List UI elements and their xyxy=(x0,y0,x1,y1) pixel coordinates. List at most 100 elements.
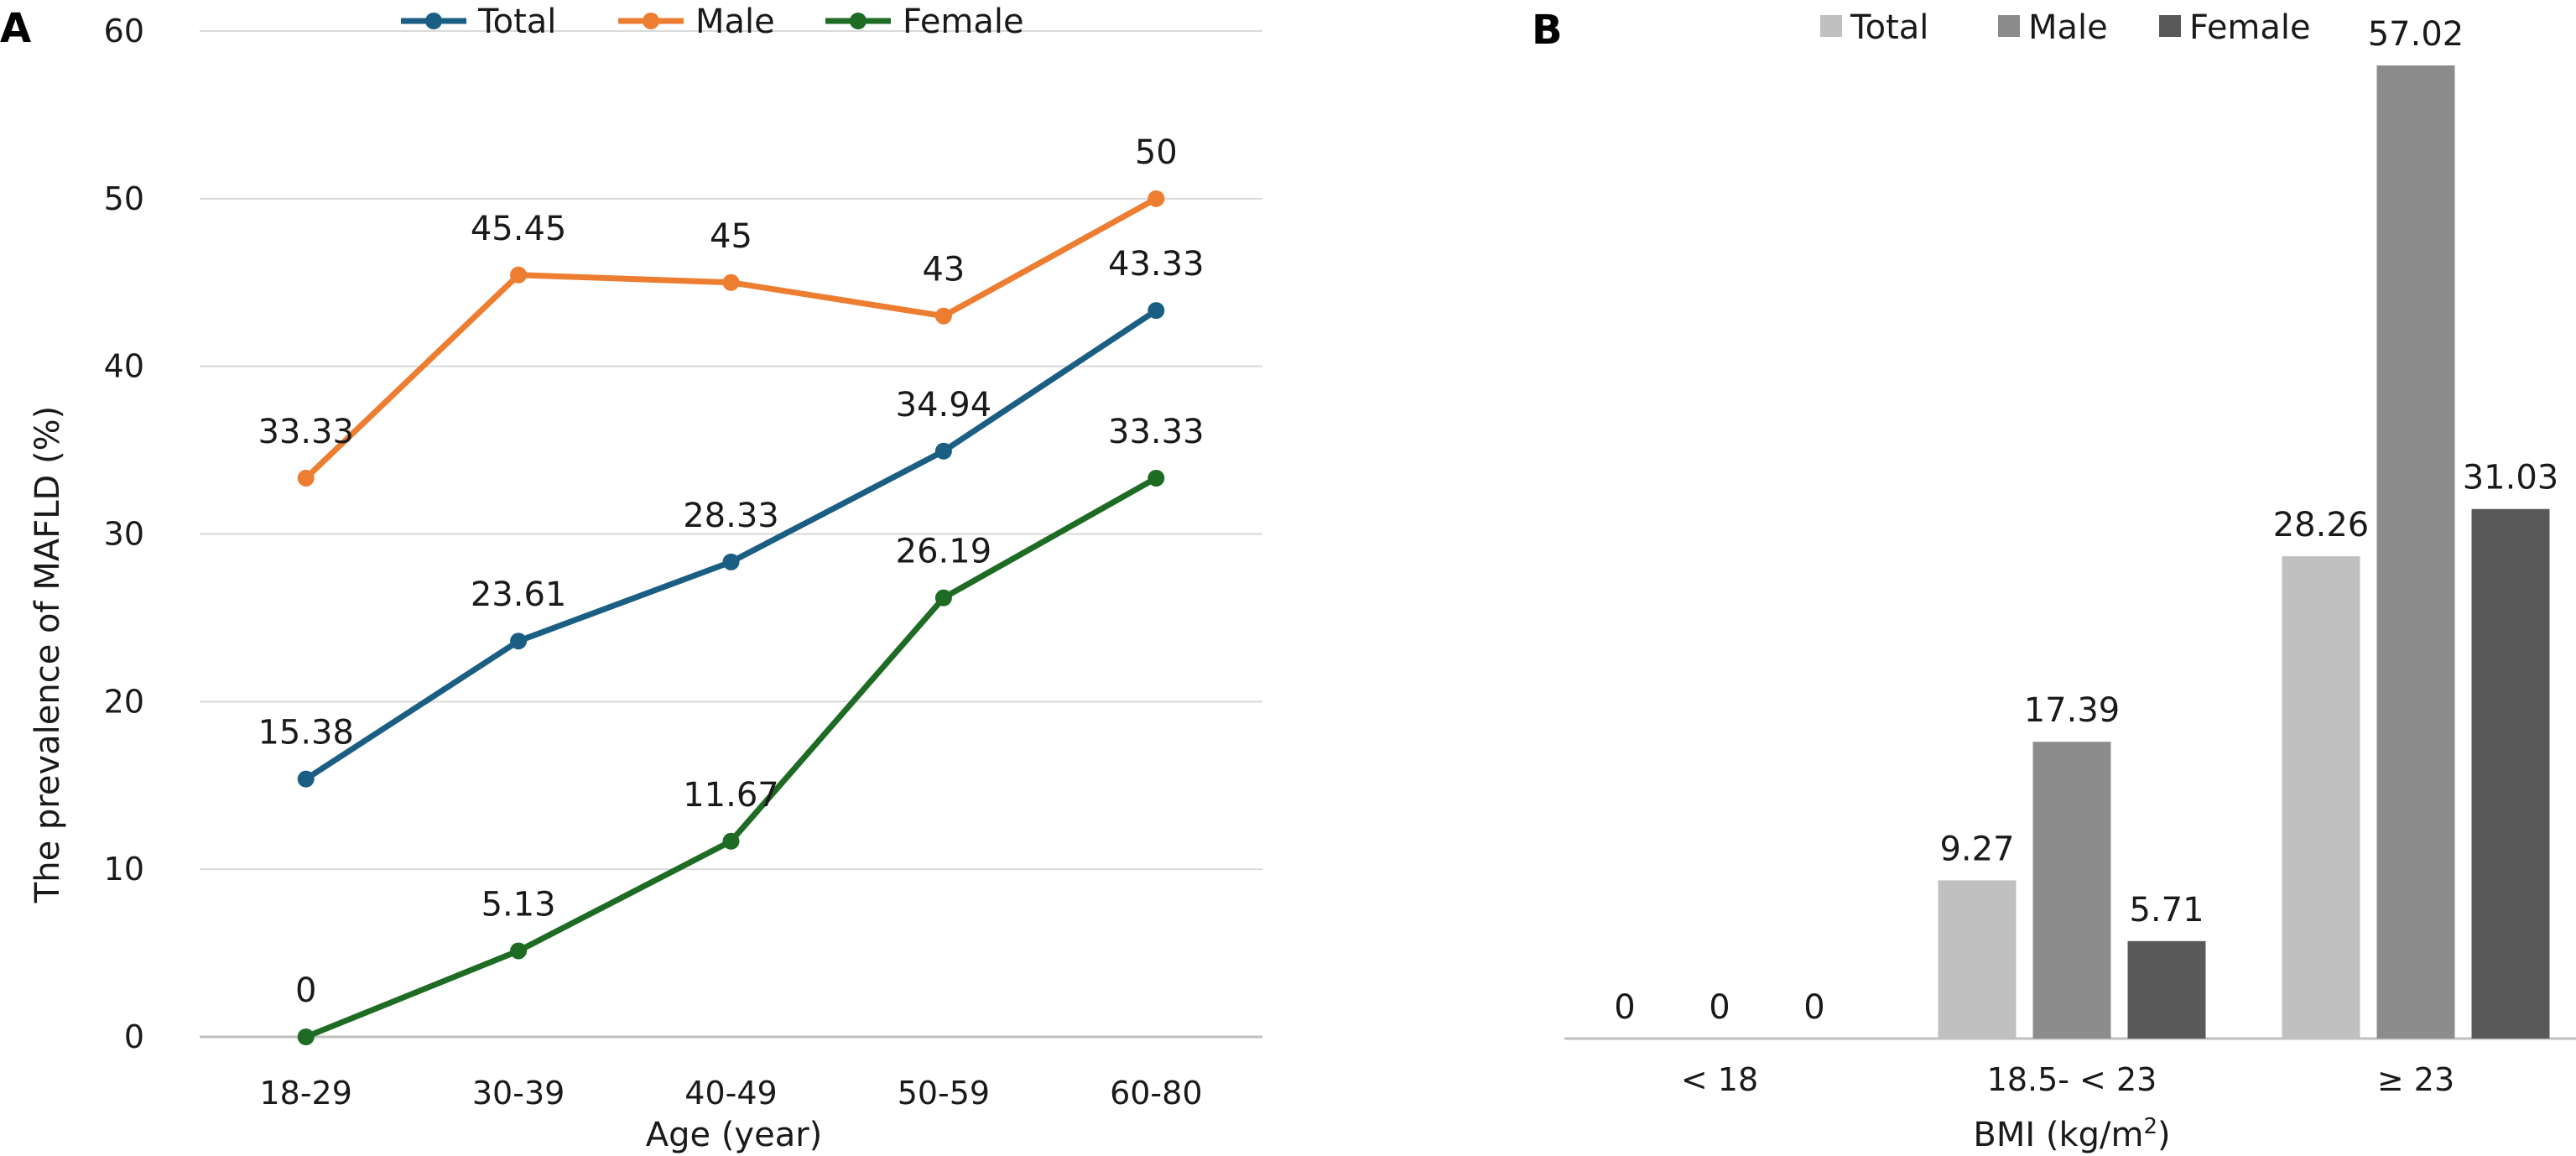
a-legend-label: Female xyxy=(903,3,1024,41)
b-data-label-female: 0 xyxy=(1803,988,1824,1027)
b-legend-item-total: Total xyxy=(1820,8,1928,47)
a-data-label-total: 43.33 xyxy=(1108,245,1205,284)
b-data-label-male: 17.39 xyxy=(2024,691,2121,730)
b-data-labels: 0 9.27 28.26 0 17.39 57.02 0 5.71 31.03 xyxy=(1614,15,2558,1027)
b-data-label-female: 5.71 xyxy=(2129,891,2204,929)
a-y-tick-labels: 0 10 20 30 40 50 60 xyxy=(104,13,144,1055)
panel-b-bar-chart: B 0 9.27 28.26 0 17.39 57.02 0 5.71 31.03 < 18 18… xyxy=(1532,7,2576,1154)
b-data-label-total: 28.26 xyxy=(2273,506,2370,544)
b-x-axis-title-end: ) xyxy=(2157,1116,2171,1154)
a-series-lines xyxy=(304,195,1158,1040)
a-point-male xyxy=(722,273,740,291)
b-data-label-male: 57.02 xyxy=(2368,15,2464,54)
a-data-labels: 15.38 23.61 28.33 34.94 43.33 33.33 45.45 45 43 5… xyxy=(258,133,1204,1010)
b-legend: Total Male Female xyxy=(1820,8,2311,47)
b-x-tick-label: ≥ 23 xyxy=(2377,1061,2454,1098)
a-y-tick-label: 10 xyxy=(104,851,144,888)
b-x-tick-label: 18.5- < 23 xyxy=(1987,1061,2157,1098)
a-x-tick-label: 30-39 xyxy=(472,1075,565,1112)
a-legend-marker xyxy=(425,13,442,29)
a-data-label-female: 0 xyxy=(295,971,316,1010)
a-gridlines xyxy=(200,30,1262,1039)
a-legend-marker xyxy=(850,13,866,29)
b-bar-female xyxy=(2127,940,2206,1039)
a-legend-item-female: Female xyxy=(825,3,1024,41)
a-legend-marker xyxy=(643,13,659,29)
a-data-label-male: 45.45 xyxy=(471,210,567,248)
b-legend-swatch xyxy=(1998,15,2020,37)
panel-a-line-chart: A 0 10 20 30 40 50 60 18-29 30-39 40-49 50-59 60-8… xyxy=(0,3,1262,1154)
a-x-tick-label: 18-29 xyxy=(259,1075,351,1112)
b-legend-label: Female xyxy=(2189,8,2311,47)
a-data-label-male: 50 xyxy=(1135,133,1178,172)
b-data-label-female: 31.03 xyxy=(2463,459,2559,497)
a-point-female xyxy=(510,942,528,960)
a-legend: Total Male Female xyxy=(401,3,1024,41)
a-x-tick-label: 40-49 xyxy=(684,1075,777,1112)
a-data-label-male: 33.33 xyxy=(258,413,354,451)
b-legend-label: Male xyxy=(2028,8,2108,47)
a-data-label-total: 23.61 xyxy=(471,575,567,614)
b-x-axis-title-main: BMI (kg/m xyxy=(1973,1116,2143,1154)
a-y-tick-label: 60 xyxy=(104,13,144,49)
a-data-label-total: 34.94 xyxy=(896,386,992,424)
b-x-axis-title-sup: 2 xyxy=(2143,1114,2157,1139)
a-data-label-total: 28.33 xyxy=(683,497,779,535)
a-legend-item-total: Total xyxy=(401,3,556,41)
b-x-tick-label: < 18 xyxy=(1681,1061,1758,1098)
a-data-label-male: 43 xyxy=(922,251,965,289)
a-point-total xyxy=(934,442,952,460)
a-y-tick-label: 40 xyxy=(104,348,144,385)
b-data-label-total: 9.27 xyxy=(1939,830,2014,868)
a-x-tick-label: 50-59 xyxy=(898,1075,990,1112)
b-bar-total xyxy=(2282,556,2360,1039)
a-data-label-total: 15.38 xyxy=(258,714,354,752)
b-legend-label: Total xyxy=(1850,8,1928,47)
a-point-male xyxy=(510,266,528,284)
a-point-female xyxy=(722,832,740,850)
a-x-axis-title: Age (year) xyxy=(646,1116,823,1154)
a-data-label-female: 26.19 xyxy=(896,533,992,571)
b-data-label-male: 0 xyxy=(1709,988,1730,1027)
a-point-female xyxy=(297,1028,315,1045)
b-bar-male xyxy=(2032,742,2111,1039)
b-legend-swatch xyxy=(2159,15,2181,37)
b-legend-item-male: Male xyxy=(1998,8,2108,47)
a-data-label-female: 11.67 xyxy=(683,776,779,815)
a-point-total xyxy=(1147,302,1165,320)
a-point-female xyxy=(1147,469,1165,487)
b-bar-total xyxy=(1938,880,2017,1039)
b-bar-female xyxy=(2471,508,2550,1039)
a-y-tick-label: 0 xyxy=(124,1018,144,1055)
a-point-total xyxy=(722,553,740,570)
a-point-total xyxy=(297,770,315,788)
b-bars xyxy=(1938,65,2550,1039)
a-data-label-male: 45 xyxy=(710,217,752,256)
b-bar-male xyxy=(2376,65,2455,1039)
a-data-label-female: 5.13 xyxy=(481,885,556,924)
a-point-male xyxy=(934,307,952,325)
a-series-line-total xyxy=(304,308,1158,782)
a-legend-label: Total xyxy=(477,3,556,41)
a-y-tick-label: 20 xyxy=(104,683,144,720)
a-legend-label: Male xyxy=(695,3,775,41)
a-y-tick-label: 50 xyxy=(104,180,144,217)
a-y-axis-title: The prevalence of MAFLD (%) xyxy=(29,406,67,903)
a-point-male xyxy=(297,469,315,487)
a-point-total xyxy=(510,633,528,650)
b-legend-item-female: Female xyxy=(2159,8,2311,47)
panel-a-label: A xyxy=(0,5,31,52)
a-point-female xyxy=(934,589,952,607)
b-x-axis-title: BMI (kg/m2) xyxy=(1973,1114,2170,1154)
a-data-label-female: 33.33 xyxy=(1108,413,1205,451)
b-x-tick-labels: < 18 18.5- < 23 ≥ 23 xyxy=(1681,1061,2454,1098)
a-x-tick-label: 60-80 xyxy=(1110,1075,1202,1112)
a-legend-item-male: Male xyxy=(618,3,775,41)
b-legend-swatch xyxy=(1820,15,1842,37)
panel-b-label: B xyxy=(1532,7,1563,54)
a-series-points xyxy=(297,190,1165,1045)
a-x-tick-labels: 18-29 30-39 40-49 50-59 60-80 xyxy=(259,1075,1202,1112)
b-data-label-total: 0 xyxy=(1614,988,1635,1027)
a-point-male xyxy=(1147,190,1165,207)
